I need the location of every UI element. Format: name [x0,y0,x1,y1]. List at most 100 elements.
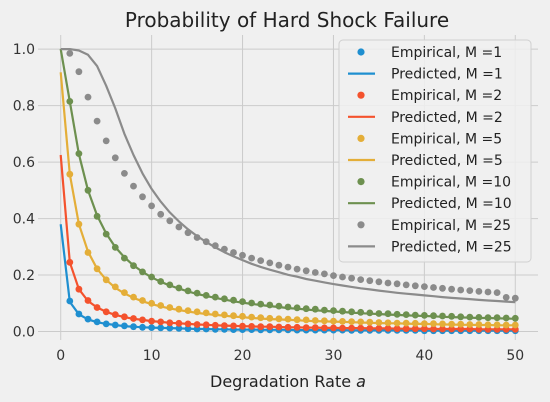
empirical-point [439,320,446,328]
empirical-point [484,314,492,322]
empirical-point [148,324,156,331]
empirical-point [221,311,228,319]
empirical-point [248,313,256,321]
x-axis-label: Degradation Rate a [210,372,366,391]
empirical-point [75,285,83,293]
empirical-point [284,263,292,271]
legend-label: Empirical, M =25 [391,218,511,234]
empirical-point [402,319,410,327]
y-tick-label: 1.0 [13,42,35,58]
empirical-point [502,314,510,322]
empirical-point [166,217,174,225]
empirical-point [130,315,137,322]
empirical-point [393,310,401,318]
empirical-point [348,318,355,325]
empirical-point [130,293,137,301]
empirical-point [421,283,428,290]
legend-marker [357,91,365,99]
empirical-point [375,310,383,317]
empirical-point [75,220,83,228]
empirical-point [93,318,101,326]
empirical-point [366,309,374,317]
empirical-point [93,265,101,273]
empirical-point [384,319,392,327]
empirical-point [257,314,265,322]
empirical-point [448,285,455,293]
empirical-point [139,268,146,276]
empirical-point [166,304,174,311]
legend-marker [357,221,365,229]
y-tick-label: 0.0 [13,325,35,341]
empirical-point [139,297,146,304]
empirical-point [366,277,374,285]
empirical-point [411,319,419,327]
empirical-point [148,317,156,325]
empirical-point [121,322,128,330]
empirical-point [311,324,319,331]
empirical-point [239,298,246,305]
empirical-point [457,320,465,328]
empirical-point [430,320,437,327]
empirical-point [248,299,256,307]
y-tick-label: 0.4 [13,212,35,228]
empirical-point [330,272,337,279]
empirical-point [493,314,501,322]
empirical-point [375,278,383,286]
empirical-point [330,324,337,332]
empirical-point [111,321,119,329]
empirical-point [321,324,328,332]
empirical-point [493,321,501,329]
empirical-point [266,301,274,309]
empirical-point [148,273,156,281]
empirical-point [439,312,446,320]
empirical-point [66,50,74,57]
empirical-point [184,325,192,333]
empirical-point [121,254,128,262]
empirical-point [130,262,137,270]
empirical-point [102,230,110,238]
empirical-point [221,295,228,303]
empirical-point [248,323,256,330]
empirical-point [348,324,355,332]
empirical-point [293,323,301,331]
empirical-point [221,245,228,253]
empirical-point [293,304,301,312]
empirical-point [211,293,219,301]
empirical-point [311,317,319,324]
empirical-point [375,325,383,332]
empirical-point [321,306,328,314]
empirical-point [357,318,365,326]
empirical-point [293,265,301,273]
tick-labels: 0 10 20 30 40 50 0.0 0.2 0.4 0.6 0.8 1.0 [13,42,524,364]
empirical-point [475,321,483,328]
empirical-point [121,170,128,177]
y-tick-label: 0.2 [13,268,35,284]
empirical-point [384,310,392,318]
empirical-point [184,229,192,237]
legend-marker [357,178,365,186]
empirical-point [75,68,83,76]
empirical-point [257,323,265,331]
legend-label: Predicted, M =10 [391,196,512,212]
empirical-point [421,312,428,319]
legend-label: Predicted, M =25 [391,239,512,255]
empirical-point [330,317,337,325]
empirical-point [366,325,374,332]
empirical-point [484,321,492,329]
empirical-point [202,238,210,246]
empirical-point [257,300,265,308]
empirical-point [302,316,310,324]
empirical-point [457,286,465,294]
empirical-point [111,154,119,162]
empirical-point [402,325,410,333]
empirical-point [384,279,392,287]
empirical-point [248,254,256,262]
empirical-point [457,325,465,333]
empirical-point [157,302,165,309]
empirical-point [466,287,474,294]
legend: Empirical, M =1 Predicted, M =1 Empirical,… [338,39,532,263]
empirical-point [339,318,346,325]
empirical-point [448,312,455,320]
empirical-point [102,137,110,145]
